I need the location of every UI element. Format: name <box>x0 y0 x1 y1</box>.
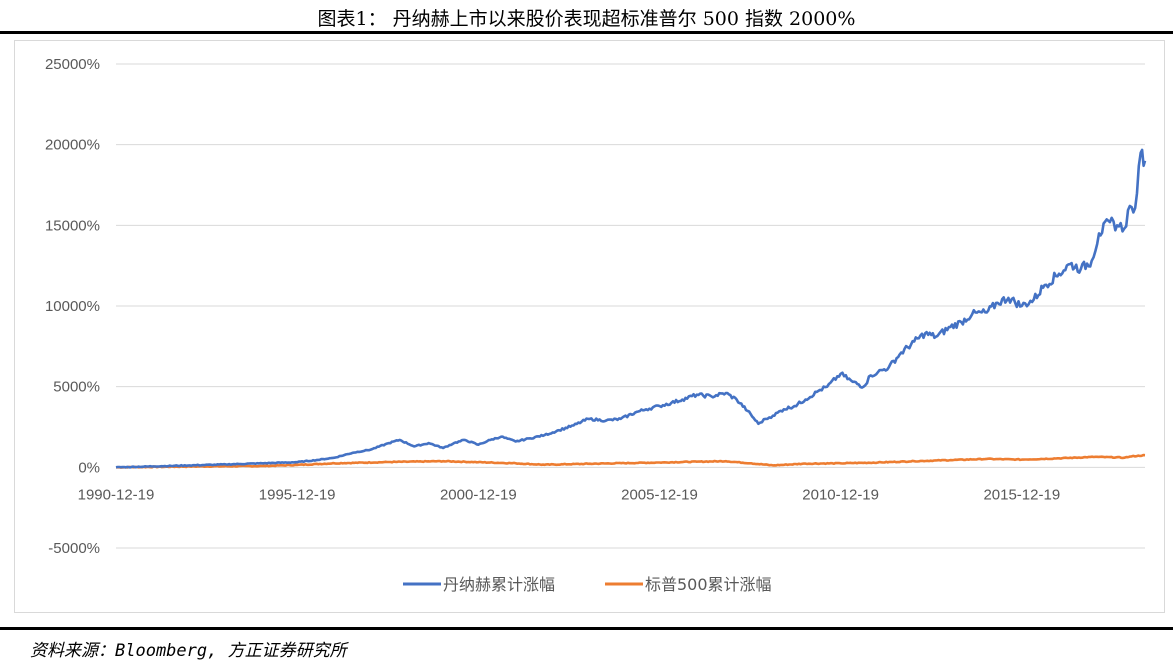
y-tick-label: 5000% <box>53 379 100 396</box>
x-tick-label: 2000-12-19 <box>440 486 517 503</box>
top-rule <box>0 31 1173 34</box>
x-tick-label: 2005-12-19 <box>621 486 698 503</box>
chart-area: 25000% 20000% 15000% 10000% 5000% 0% -5000% 19… <box>14 40 1165 613</box>
y-tick-label: -5000% <box>48 540 100 557</box>
y-tick-label: 10000% <box>45 298 100 315</box>
series-line <box>116 150 1145 468</box>
x-tick-label: 1995-12-19 <box>259 486 336 503</box>
y-tick-label: 20000% <box>45 137 100 154</box>
source-note: 资料来源：Bloomberg, 方正证券研究所 <box>30 636 347 661</box>
bottom-rule <box>0 627 1173 630</box>
legend-label: 丹纳赫累计涨幅 <box>443 575 555 594</box>
y-tick-label: 15000% <box>45 217 100 234</box>
line-chart: 25000% 20000% 15000% 10000% 5000% 0% -5000% 19… <box>15 41 1166 614</box>
x-tick-label: 2015-12-19 <box>983 486 1060 503</box>
figure-title: 图表1： 丹纳赫上市以来股价表现超标准普尔 500 指数 2000% <box>0 4 1173 31</box>
series-line <box>116 455 1145 468</box>
x-tick-label: 2010-12-19 <box>802 486 879 503</box>
y-tick-label: 25000% <box>45 56 100 73</box>
x-tick-label: 1990-12-19 <box>78 486 155 503</box>
y-tick-label: 0% <box>78 459 100 476</box>
legend-label: 标普500累计涨幅 <box>645 575 772 594</box>
